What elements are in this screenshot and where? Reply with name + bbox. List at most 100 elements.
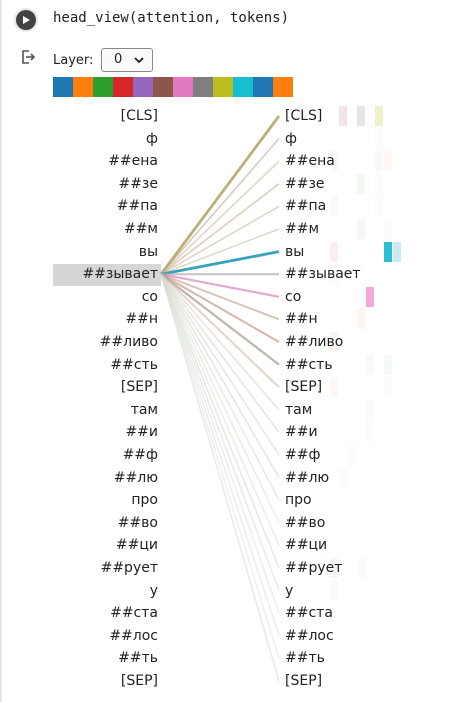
right-token[interactable]: ##во — [285, 514, 326, 531]
heatmap-cell — [384, 354, 392, 375]
attention-line — [160, 273, 280, 682]
attention-line — [160, 273, 280, 456]
right-token[interactable]: [SEP] — [285, 673, 323, 689]
heatmap-cell — [330, 558, 338, 578]
left-token[interactable]: ##ста — [110, 605, 158, 622]
heatmap-cell — [366, 286, 374, 307]
heatmap-cell — [330, 264, 338, 285]
left-token[interactable]: ##па — [116, 198, 158, 215]
attention-line — [160, 228, 280, 275]
heatmap-cell — [375, 128, 383, 149]
head-swatch[interactable] — [233, 77, 253, 97]
right-token[interactable]: ##ена — [285, 153, 335, 170]
left-token[interactable]: ##лос — [109, 627, 158, 644]
left-token[interactable]: ##ци — [115, 537, 158, 554]
left-token[interactable]: там — [130, 401, 158, 418]
right-token[interactable]: ##н — [285, 311, 318, 328]
left-token[interactable]: [SEP] — [120, 379, 158, 396]
head-swatch[interactable] — [273, 77, 293, 97]
output-redirect-icon — [20, 49, 36, 69]
right-token[interactable]: [SEP] — [285, 379, 323, 396]
right-token[interactable]: ##лю — [285, 469, 330, 486]
attention-line — [160, 273, 280, 524]
heatmap-cell — [357, 173, 365, 194]
right-token[interactable]: [CLS] — [285, 108, 323, 124]
heatmap-cell — [330, 196, 338, 217]
right-token[interactable]: ##зывает — [285, 266, 361, 283]
right-token[interactable]: ф — [285, 130, 297, 147]
right-token[interactable]: вы — [285, 243, 305, 260]
left-token[interactable]: со — [141, 288, 158, 305]
right-token[interactable]: там — [285, 401, 313, 418]
heatmap-cell — [330, 332, 338, 352]
head-swatch[interactable] — [93, 77, 113, 97]
right-token[interactable]: ##лос — [285, 627, 334, 644]
head-swatch[interactable] — [153, 77, 173, 97]
left-token[interactable]: ##во — [117, 514, 158, 531]
left-token[interactable]: ф — [146, 130, 158, 147]
left-token[interactable]: ##и — [125, 424, 158, 441]
left-token[interactable]: [SEP] — [120, 673, 158, 689]
right-token[interactable]: ##и — [285, 424, 318, 441]
layer-value: 0 — [114, 52, 123, 67]
right-token[interactable]: про — [285, 492, 312, 509]
right-token[interactable]: ##рует — [285, 560, 343, 576]
head-swatch[interactable] — [213, 77, 233, 97]
left-token[interactable]: ##ть — [118, 650, 158, 667]
left-token[interactable]: ##н — [125, 311, 158, 328]
attention-line — [160, 205, 280, 275]
heatmap-cell — [357, 309, 365, 330]
run-cell-button[interactable] — [14, 8, 38, 32]
head-swatch[interactable] — [73, 77, 93, 97]
right-token[interactable]: ##м — [285, 221, 320, 237]
left-token[interactable]: ##ливо — [99, 334, 158, 350]
left-token[interactable]: ##зе — [118, 175, 158, 192]
left-token[interactable]: у — [149, 582, 158, 599]
right-token[interactable]: ##па — [285, 198, 327, 215]
left-token[interactable]: ##м — [123, 221, 158, 237]
heatmap-cell — [384, 241, 392, 262]
right-token[interactable]: ##ть — [285, 650, 325, 667]
right-token[interactable]: со — [285, 288, 302, 305]
selected-token-highlight — [53, 264, 161, 286]
attention-line — [159, 115, 281, 276]
left-token[interactable]: [CLS] — [120, 108, 158, 124]
attention-line — [160, 273, 280, 343]
heatmap-cell — [330, 151, 338, 172]
right-token[interactable]: ##зе — [285, 175, 325, 192]
head-swatch[interactable] — [193, 77, 213, 97]
left-token[interactable]: ##лю — [113, 469, 158, 486]
heatmap-cell — [366, 399, 374, 420]
right-token[interactable]: ##ф — [285, 447, 321, 463]
left-token[interactable]: ##сть — [110, 356, 158, 373]
attention-line — [160, 273, 280, 637]
head-swatch[interactable] — [113, 77, 133, 97]
heatmap-cell — [330, 580, 338, 601]
code-input[interactable]: head_view(attention, tokens) — [53, 10, 290, 26]
heatmap-cell — [330, 377, 338, 398]
left-token[interactable]: ##ф — [122, 447, 158, 463]
chevron-down-icon — [134, 54, 144, 69]
left-token[interactable]: ##рует — [100, 560, 158, 576]
left-token[interactable]: ##зывает — [82, 266, 158, 283]
attention-line — [160, 183, 280, 275]
head-swatch[interactable] — [173, 77, 193, 97]
attention-line — [160, 273, 280, 433]
attention-line — [160, 138, 280, 275]
heatmap-cell — [393, 241, 401, 262]
attention-line — [160, 273, 280, 659]
layer-select[interactable]: 0 — [101, 48, 153, 72]
attention-line — [160, 273, 280, 388]
right-token[interactable]: ##ливо — [285, 334, 344, 350]
head-swatch[interactable] — [133, 77, 153, 97]
head-swatch[interactable] — [253, 77, 273, 97]
right-token[interactable]: ##ци — [285, 537, 328, 554]
left-token[interactable]: вы — [138, 243, 158, 260]
head-swatch[interactable] — [53, 77, 73, 97]
left-token[interactable]: про — [131, 492, 158, 509]
left-token[interactable]: ##ена — [108, 153, 158, 170]
right-token[interactable]: у — [285, 582, 294, 599]
right-token[interactable]: ##ста — [285, 605, 333, 622]
right-token[interactable]: ##сть — [285, 356, 333, 373]
